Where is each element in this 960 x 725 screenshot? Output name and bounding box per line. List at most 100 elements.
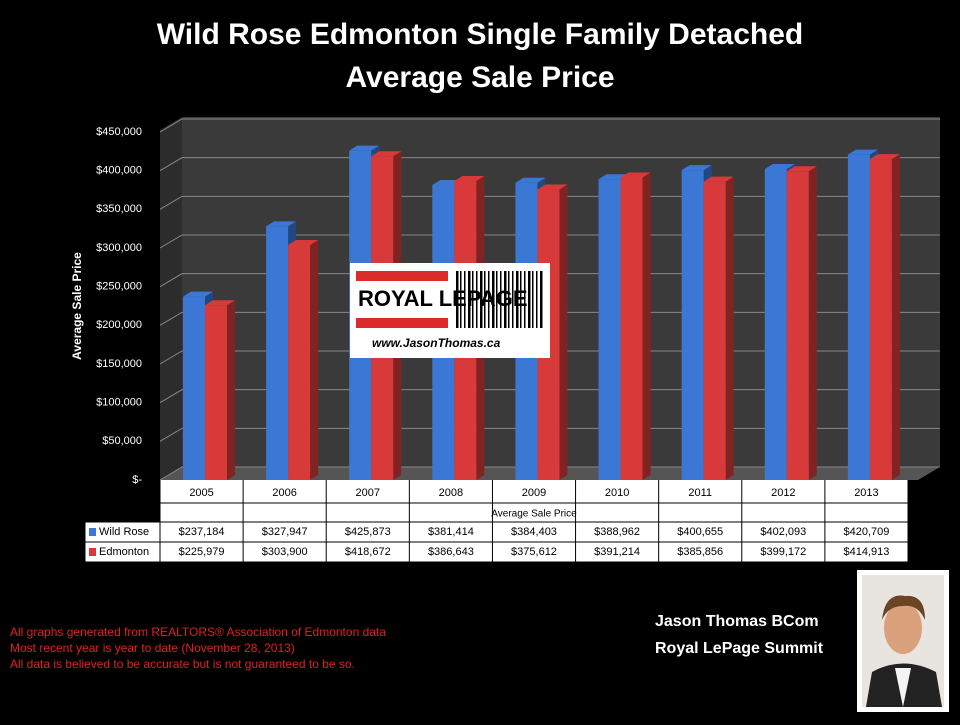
- y-tick-label: $350,000: [96, 203, 142, 215]
- x-tick-label: 2005: [189, 487, 213, 499]
- logo-bar: [356, 271, 448, 281]
- barcode-line: [536, 271, 538, 328]
- table-value: $402,093: [760, 526, 806, 538]
- x-tick-label: 2007: [356, 487, 380, 499]
- bar-front: [266, 226, 289, 480]
- logo: ROYAL LEPAGE www.JasonThomas.ca: [350, 263, 550, 358]
- barcode-line: [480, 271, 483, 328]
- barcode-line: [464, 271, 466, 328]
- barcode-line: [492, 271, 495, 328]
- photo-shirt: [895, 668, 911, 707]
- bar: [288, 239, 319, 480]
- x-tick-label: 2010: [605, 487, 629, 499]
- bar-top: [620, 172, 651, 178]
- table-value: $381,414: [428, 526, 474, 538]
- table-value: $225,979: [179, 546, 225, 558]
- barcode-line: [508, 271, 510, 328]
- bar-side: [725, 176, 734, 481]
- barcode-line: [500, 271, 502, 328]
- x-tick-label: 2006: [272, 487, 296, 499]
- barcode-line: [472, 271, 474, 328]
- agent-company: Royal LePage Summit: [655, 640, 824, 657]
- logo-barcode: [456, 271, 543, 328]
- x-tick-label: 2008: [439, 487, 463, 499]
- bar-side: [808, 166, 817, 480]
- barcode-line: [488, 271, 490, 328]
- grid-line: [159, 118, 940, 133]
- bar-front: [681, 170, 704, 480]
- table-value: $384,403: [511, 526, 557, 538]
- x-tick-label: 2011: [688, 487, 712, 499]
- bar-front: [620, 177, 643, 480]
- legend-label: Edmonton: [99, 546, 149, 558]
- table-value: $327,947: [262, 526, 308, 538]
- bar-front: [703, 181, 726, 481]
- table-value: $391,214: [594, 546, 640, 558]
- bar-top: [869, 154, 900, 160]
- logo-brand: ROYAL LEPAGE: [358, 286, 528, 311]
- bar-front: [598, 179, 621, 481]
- table-value: $375,612: [511, 546, 557, 558]
- barcode-line: [496, 271, 498, 328]
- barcode-line: [524, 271, 526, 328]
- bar-side: [891, 154, 900, 480]
- logo-bar: [356, 318, 448, 328]
- side-wall: [160, 117, 182, 480]
- bar-side: [559, 184, 568, 480]
- barcode-line: [476, 271, 478, 328]
- bar-front: [764, 169, 787, 480]
- photo-hair: [882, 595, 925, 620]
- table-value: $386,643: [428, 546, 474, 558]
- chart-title: Wild Rose Edmonton Single Family Detache…: [157, 18, 803, 51]
- barcode-line: [456, 271, 459, 328]
- table-header: [160, 480, 908, 522]
- bar-front: [205, 305, 227, 480]
- y-tick-label: $450,000: [96, 126, 142, 138]
- bar-top: [681, 165, 712, 171]
- bar-top: [183, 291, 213, 297]
- bar: [205, 300, 235, 480]
- bar: [703, 176, 734, 481]
- logo-url: www.JasonThomas.ca: [372, 336, 501, 350]
- barcode-line: [484, 271, 486, 328]
- legend-swatch: [89, 528, 96, 536]
- barcode-line: [468, 271, 471, 328]
- bar-top: [847, 149, 878, 155]
- barcode-line: [528, 271, 531, 328]
- barcode-line: [520, 271, 522, 328]
- bar-front: [288, 244, 311, 480]
- table-value: $303,900: [262, 546, 308, 558]
- bar-top: [537, 184, 568, 190]
- footnote: All data is believed to be accurate but …: [10, 657, 355, 671]
- table-value: $399,172: [760, 546, 806, 558]
- plot: $- $50,000 $100,000 $150,000 $200,000 $250,00…: [84, 118, 940, 563]
- bar-top: [764, 164, 795, 170]
- barcode-line: [516, 271, 519, 328]
- legend-label: Wild Rose: [99, 526, 149, 538]
- y-tick-label: $250,000: [96, 281, 142, 293]
- bar-top: [349, 145, 380, 151]
- agent-photo: [857, 570, 949, 712]
- x-tick-label: 2009: [522, 487, 546, 499]
- bar-front: [847, 154, 870, 480]
- barcode-line: [460, 271, 462, 328]
- agent-name: Jason Thomas BCom: [655, 613, 819, 630]
- bar-side: [227, 300, 235, 480]
- bar-top: [703, 176, 734, 182]
- bar-top: [786, 166, 817, 172]
- table-value: $237,184: [179, 526, 225, 538]
- table-value: $425,873: [345, 526, 391, 538]
- y-tick-label: $300,000: [96, 242, 142, 254]
- y-axis-title: Average Sale Price: [70, 252, 84, 360]
- photo-face: [884, 602, 922, 654]
- bar-top: [454, 175, 485, 181]
- x-tick-label: 2013: [854, 487, 878, 499]
- footnote: Most recent year is year to date (Novemb…: [10, 641, 295, 655]
- x-axis-title: Average Sale Price: [491, 509, 577, 520]
- bar-top: [515, 177, 546, 183]
- bar-front: [869, 159, 892, 480]
- y-tick-label: $400,000: [96, 165, 142, 177]
- legend-swatch: [89, 548, 96, 556]
- bar-top: [266, 221, 297, 227]
- y-tick-label: $100,000: [96, 397, 142, 409]
